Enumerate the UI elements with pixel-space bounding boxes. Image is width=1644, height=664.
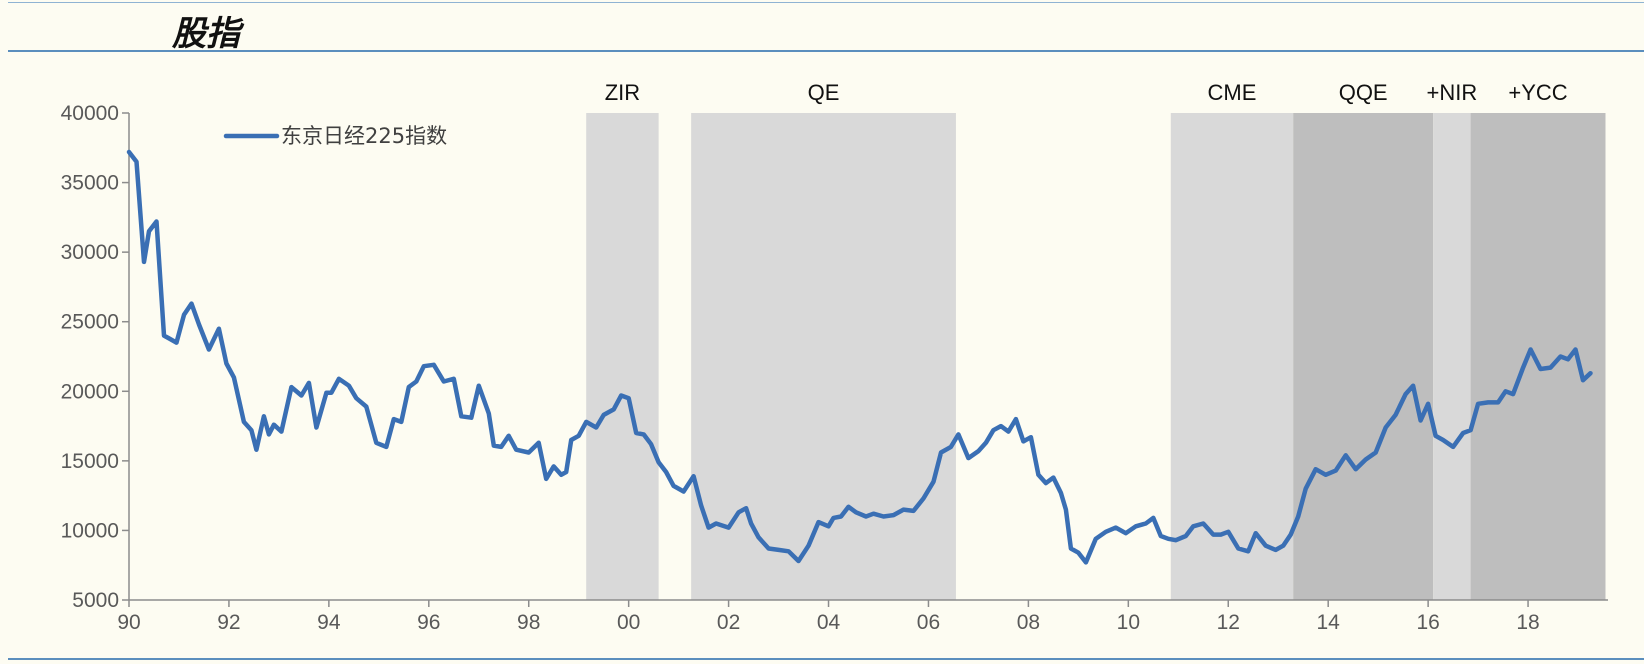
chart-series	[126, 149, 1593, 565]
shaded-period-label-1: QE	[808, 80, 840, 105]
y-tick-label-0: 5000	[72, 589, 119, 612]
shaded-period-label-3: QQE	[1339, 80, 1388, 105]
x-tick-label-2: 94	[317, 611, 341, 634]
series-line-0	[126, 149, 1593, 565]
x-tick-label-11: 12	[1217, 611, 1240, 634]
page-title: 股指	[172, 14, 240, 54]
y-tick-label-4: 25000	[61, 311, 119, 334]
chart-legend: 东京日经225指数	[223, 124, 447, 148]
shaded-period-label-0: ZIR	[605, 80, 640, 105]
x-tick-label-0: 90	[117, 611, 140, 634]
shaded-period-label-2: CME	[1208, 80, 1257, 105]
y-tick-label-6: 35000	[61, 172, 119, 195]
x-tick-label-3: 96	[417, 611, 440, 634]
footer-rule	[8, 658, 1644, 660]
x-tick-label-9: 08	[1017, 611, 1040, 634]
shaded-period-2	[1170, 113, 1294, 600]
x-tick-label-7: 04	[817, 611, 841, 634]
legend-label-0: 东京日经225指数	[281, 124, 447, 148]
y-tick-label-2: 15000	[61, 450, 119, 473]
x-tick-label-6: 02	[717, 611, 740, 634]
y-tick-label-7: 40000	[61, 102, 119, 125]
y-tick-label-3: 20000	[61, 380, 119, 403]
shaded-period-0	[586, 113, 659, 600]
chart-axes: 5000 10000 15000 20000 25000 30000 35000 40000 9…	[61, 102, 1608, 634]
shaded-period-label-4: +NIR	[1426, 80, 1477, 105]
x-tick-label-4: 98	[517, 611, 540, 634]
shaded-period-5	[1470, 113, 1606, 600]
shaded-period-4	[1433, 113, 1471, 600]
x-tick-label-14: 18	[1516, 611, 1539, 634]
x-tick-label-8: 06	[917, 611, 940, 634]
header-rule	[8, 50, 1644, 52]
y-tick-label-1: 10000	[61, 519, 119, 542]
x-tick-label-1: 92	[217, 611, 240, 634]
shaded-period-3	[1293, 113, 1434, 600]
shaded-period-label-5: +YCC	[1508, 80, 1567, 105]
top-border-line	[8, 2, 1644, 3]
x-tick-label-13: 16	[1416, 611, 1439, 634]
policy-period-shading: ZIR QE CME QQE +NIR +YCC	[586, 80, 1606, 600]
y-tick-label-5: 30000	[61, 241, 119, 264]
x-tick-label-12: 14	[1317, 611, 1341, 634]
x-tick-label-5: 00	[617, 611, 640, 634]
x-tick-label-10: 10	[1117, 611, 1140, 634]
